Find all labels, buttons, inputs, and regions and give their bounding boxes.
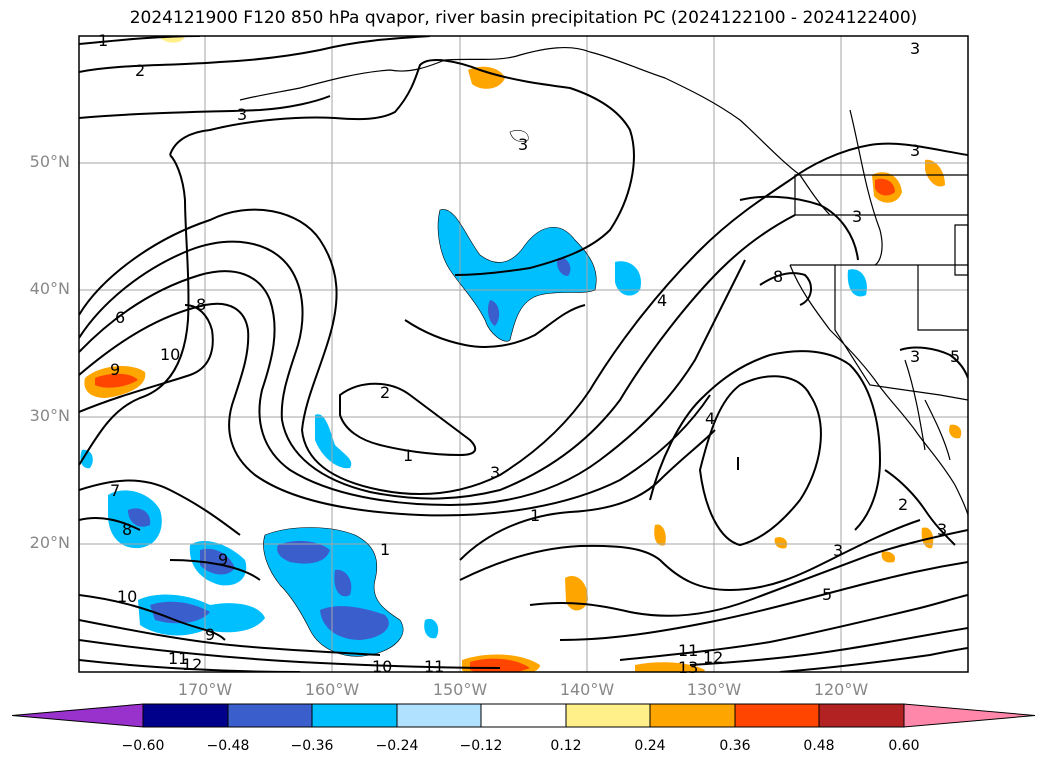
contour-label: 13: [678, 658, 698, 677]
contour-label: 5: [822, 585, 832, 604]
contour-label: 3: [910, 39, 920, 58]
colorbar-tick-label: −0.60: [121, 738, 165, 754]
negative-precip-shading: [80, 209, 867, 657]
contour-label: 8: [773, 267, 783, 286]
colorbar-segment: [734, 703, 820, 728]
contour-label: 9: [218, 550, 228, 569]
positive-precip-shading: [84, 36, 962, 672]
contour-label: 7: [110, 481, 120, 500]
contour-label: 3: [937, 520, 947, 539]
contour-label: 4: [657, 291, 667, 310]
contour-label: 5: [950, 347, 960, 366]
colorbar-tick-label: −0.24: [375, 738, 419, 754]
shading-outlines: [263, 130, 597, 657]
plot-area: [79, 36, 968, 672]
colorbar-tick-label: 0.48: [803, 738, 835, 754]
colorbar-segment: [311, 703, 398, 728]
contour-label: 2: [380, 383, 390, 402]
contour-label: 8: [196, 295, 206, 314]
contour-label: 11: [678, 641, 698, 660]
gridlines: [79, 36, 968, 672]
colorbar-tick-label: −0.12: [459, 738, 503, 754]
contour-label: 11: [168, 649, 188, 668]
contour-label: 12: [182, 655, 202, 674]
map-title: 2024121900 F120 850 hPa qvapor, river ba…: [129, 8, 918, 28]
contour-label: 3: [852, 207, 862, 226]
lon-label: 170°W: [177, 680, 233, 699]
contour-label: 3: [237, 105, 247, 124]
contour-label: 9: [110, 360, 120, 379]
contour-label: 2: [898, 495, 908, 514]
colorbar-segment: [649, 703, 736, 728]
contour-label: 2: [135, 61, 145, 80]
contour-label: 3: [833, 541, 843, 560]
lat-label: 50°N: [29, 152, 70, 171]
coastlines: [239, 47, 968, 516]
colorbar-tick-label: −0.36: [290, 738, 334, 754]
contour-label: 3: [518, 135, 528, 154]
lon-label: 140°W: [559, 680, 615, 699]
contour-label: 10: [372, 657, 392, 676]
contour-label: 4: [705, 409, 715, 428]
lon-label: 150°W: [432, 680, 488, 699]
contour-label: 3: [910, 141, 920, 160]
contour-label: 1: [380, 540, 390, 559]
contour-label: 6: [115, 308, 125, 327]
lon-label: 120°W: [813, 680, 869, 699]
lat-label: 40°N: [29, 279, 70, 298]
colorbar-tick-label: −0.48: [206, 738, 250, 754]
colorbar-tick-label: 0.36: [719, 738, 751, 754]
lon-label: 130°W: [686, 680, 742, 699]
lat-label: 20°N: [29, 533, 70, 552]
contour-label: 1: [98, 31, 108, 50]
contour-label: 9: [205, 625, 215, 644]
contour-label: 8: [122, 520, 132, 539]
colorbar-over: [903, 703, 1036, 728]
contour-label: 1: [530, 506, 540, 525]
plot-frame: [78, 35, 969, 673]
colorbar-under: [11, 703, 144, 728]
colorbar-segment: [227, 703, 313, 728]
contour-label: 12: [703, 648, 723, 667]
contour-label: 10: [160, 345, 180, 364]
contour-label: 3: [910, 347, 920, 366]
colorbar-tick-label: 0.24: [634, 738, 666, 754]
contour-label: 10: [117, 587, 137, 606]
colorbar: [11, 703, 1036, 728]
contour-label: 3: [490, 463, 500, 482]
colorbar-segment: [565, 703, 651, 728]
colorbar-segment: [818, 703, 905, 728]
colorbar-segment: [142, 703, 229, 728]
colorbar-segment: [480, 703, 567, 728]
colorbar-tick-label: 0.60: [888, 738, 920, 754]
contour-label: 11: [424, 657, 444, 676]
lon-label: 160°W: [304, 680, 360, 699]
contour-label: 1: [403, 446, 413, 465]
contour-labels: 1 2 3 3 3 6 8 9 10 2 1 3 1 7 8 9 10 9 11…: [98, 31, 960, 677]
colorbar-tick-label: 0.12: [550, 738, 582, 754]
lat-label: 30°N: [29, 406, 70, 425]
qvapor-contours: [79, 36, 968, 672]
colorbar-segment: [396, 703, 482, 728]
